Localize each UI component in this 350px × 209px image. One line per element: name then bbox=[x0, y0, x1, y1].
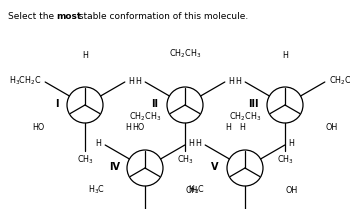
Text: CH$_2$CH$_3$: CH$_2$CH$_3$ bbox=[129, 111, 161, 123]
Text: IV: IV bbox=[110, 162, 120, 172]
Text: H: H bbox=[282, 51, 288, 60]
Text: H: H bbox=[288, 139, 294, 149]
Text: H$_3$CH$_2$C: H$_3$CH$_2$C bbox=[9, 75, 41, 87]
Text: H: H bbox=[128, 76, 134, 85]
Text: CH$_3$: CH$_3$ bbox=[177, 154, 194, 167]
Text: CH$_3$: CH$_3$ bbox=[77, 154, 93, 167]
Text: H: H bbox=[82, 51, 88, 60]
Text: stable conformation of this molecule.: stable conformation of this molecule. bbox=[76, 12, 248, 21]
Text: OH: OH bbox=[285, 186, 298, 195]
Text: OH: OH bbox=[185, 186, 197, 195]
Text: III: III bbox=[248, 99, 258, 109]
Text: CH$_2$CH$_3$: CH$_2$CH$_3$ bbox=[229, 111, 261, 123]
Text: V: V bbox=[211, 162, 219, 172]
Text: CH$_2$CH$_3$: CH$_2$CH$_3$ bbox=[329, 75, 350, 87]
Text: H: H bbox=[125, 122, 131, 131]
Text: H: H bbox=[96, 139, 102, 149]
Text: H: H bbox=[225, 122, 231, 131]
Text: H: H bbox=[229, 76, 235, 85]
Text: H: H bbox=[196, 139, 202, 149]
Text: II: II bbox=[152, 99, 159, 109]
Text: H: H bbox=[135, 76, 141, 85]
Text: H: H bbox=[236, 76, 241, 85]
Text: H$_3$C: H$_3$C bbox=[188, 184, 205, 196]
Text: H$_3$C: H$_3$C bbox=[88, 184, 105, 196]
Text: OH: OH bbox=[325, 122, 337, 131]
Text: HO: HO bbox=[33, 122, 45, 131]
Text: most: most bbox=[56, 12, 81, 21]
Text: H: H bbox=[239, 122, 245, 131]
Text: HO: HO bbox=[133, 122, 145, 131]
Text: H: H bbox=[189, 139, 195, 149]
Text: CH$_3$: CH$_3$ bbox=[276, 154, 293, 167]
Text: CH$_2$CH$_3$: CH$_2$CH$_3$ bbox=[169, 47, 201, 60]
Text: Select the: Select the bbox=[8, 12, 57, 21]
Text: I: I bbox=[55, 99, 59, 109]
